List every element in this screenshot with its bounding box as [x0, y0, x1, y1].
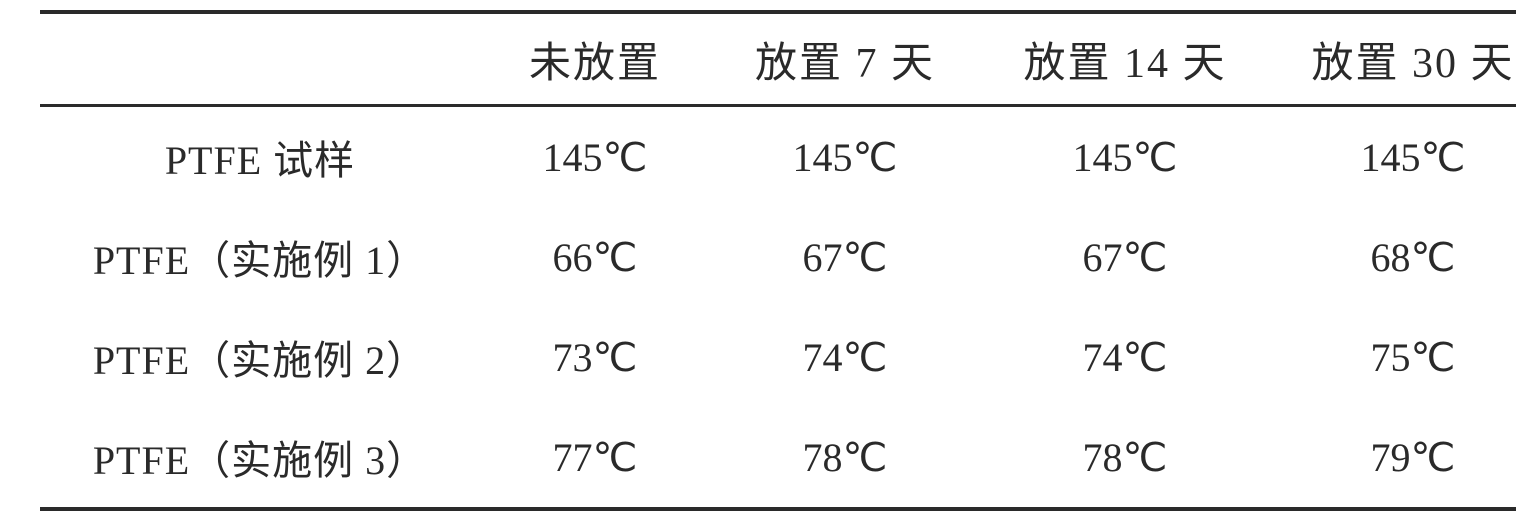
table-row: PTFE（实施例 1） 66℃ 67℃ 67℃ 68℃ [40, 207, 1516, 307]
header-col-3: 放置 30 天 [1270, 12, 1516, 106]
header-col-0: 未放置 [480, 12, 710, 106]
cell: 79℃ [1270, 407, 1516, 509]
cell: 73℃ [480, 307, 710, 407]
header-row: 未放置 放置 7 天 放置 14 天 放置 30 天 [40, 12, 1516, 106]
table-row: PTFE（实施例 2） 73℃ 74℃ 74℃ 75℃ [40, 307, 1516, 407]
data-table: 未放置 放置 7 天 放置 14 天 放置 30 天 PTFE 试样 145℃ … [40, 10, 1516, 511]
cell: 67℃ [710, 207, 980, 307]
cell: 78℃ [980, 407, 1270, 509]
cell: 74℃ [710, 307, 980, 407]
cell: 78℃ [710, 407, 980, 509]
cell: 74℃ [980, 307, 1270, 407]
header-col-1: 放置 7 天 [710, 12, 980, 106]
table-row: PTFE（实施例 3） 77℃ 78℃ 78℃ 79℃ [40, 407, 1516, 509]
cell: 75℃ [1270, 307, 1516, 407]
row-label: PTFE（实施例 2） [40, 307, 480, 407]
row-label: PTFE 试样 [40, 106, 480, 208]
row-label: PTFE（实施例 1） [40, 207, 480, 307]
header-col-2: 放置 14 天 [980, 12, 1270, 106]
cell: 77℃ [480, 407, 710, 509]
cell: 145℃ [980, 106, 1270, 208]
cell: 68℃ [1270, 207, 1516, 307]
cell: 66℃ [480, 207, 710, 307]
table-container: 未放置 放置 7 天 放置 14 天 放置 30 天 PTFE 试样 145℃ … [0, 0, 1516, 530]
cell: 145℃ [710, 106, 980, 208]
cell: 145℃ [1270, 106, 1516, 208]
row-label: PTFE（实施例 3） [40, 407, 480, 509]
cell: 145℃ [480, 106, 710, 208]
header-empty [40, 12, 480, 106]
table-row: PTFE 试样 145℃ 145℃ 145℃ 145℃ [40, 106, 1516, 208]
cell: 67℃ [980, 207, 1270, 307]
